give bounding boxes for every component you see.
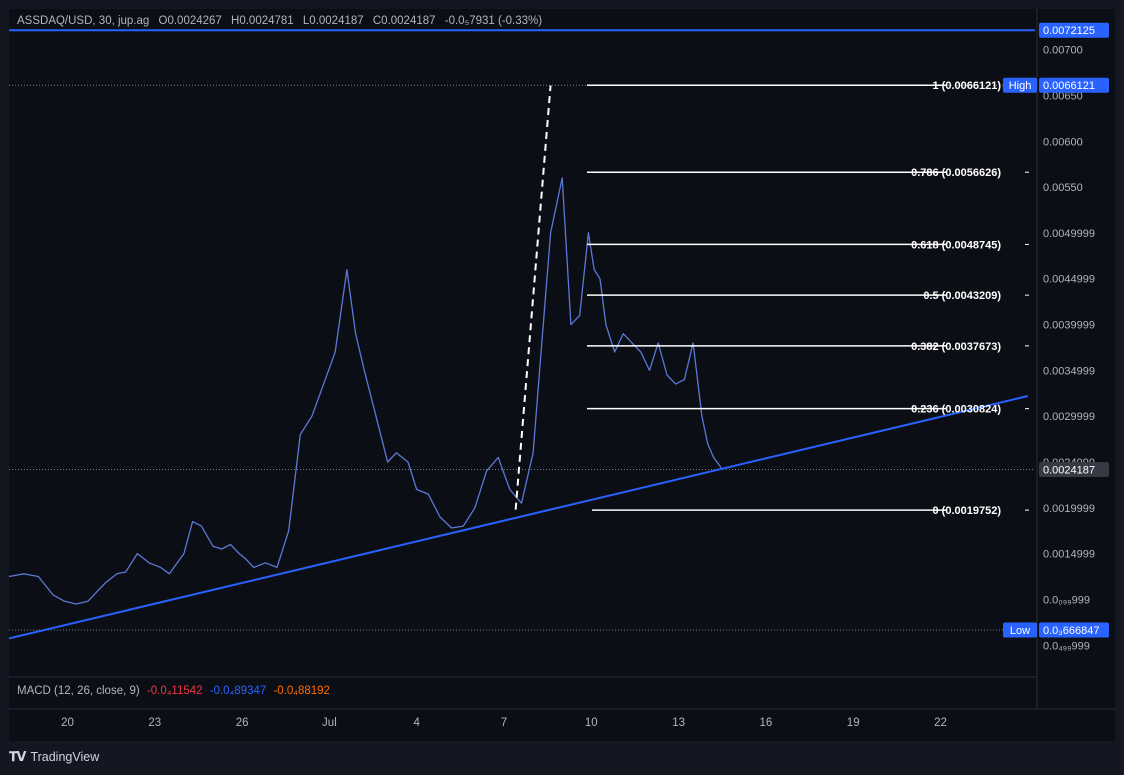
x-tick-label: 13	[672, 717, 685, 729]
change-value: -0.0₅7931 (-0.33%)	[444, 15, 543, 27]
y-tick-label: 0.0044999	[1043, 274, 1095, 286]
x-tick-label: 20	[61, 717, 74, 729]
y-tick-label: 0.00650	[1043, 90, 1083, 102]
x-tick-label: 19	[847, 717, 860, 729]
footer: 𝐓V TradingView	[9, 747, 99, 767]
y-tick-label: 0.00600	[1043, 136, 1083, 148]
price-tag-box	[1039, 622, 1109, 638]
x-tick-label: Jul	[322, 717, 337, 729]
x-tick-label: 26	[236, 717, 249, 729]
open-value: O0.0024267	[158, 15, 222, 27]
y-tick-label: 0.0049999	[1043, 228, 1095, 240]
macd-signal-value: -0.0₄89347	[209, 685, 267, 697]
x-tick-label: 4	[413, 717, 420, 729]
y-tick-label: 0.00700	[1043, 45, 1083, 57]
symbol-legend: ASSDAQ/USD, 30, jup.ag O0.0024267 H0.002…	[17, 15, 548, 27]
low-value: L0.0024187	[302, 15, 364, 27]
x-tick-label: 7	[501, 717, 507, 729]
price-chart[interactable]: 1 (0.0066121) 0.786 (0.0056626) 0.618 (0.0…	[9, 9, 1115, 741]
fib-level-label: 0.618 (0.0048745)	[911, 239, 1001, 251]
price-tag-label: Low	[1010, 625, 1030, 637]
price-tag-box	[1039, 461, 1109, 477]
ascending-trendline	[9, 395, 1029, 640]
fib-level-label: 0.382 (0.0037673)	[911, 341, 1001, 353]
price-series-line	[9, 177, 723, 605]
price-tag-box	[1039, 22, 1109, 38]
price-tag-value: 0.0₃666847	[1043, 625, 1099, 637]
y-tick-label: 0.0019999	[1043, 503, 1095, 515]
y-tick-label: 0.0₄₉₉999	[1043, 640, 1090, 652]
fib-level-label: 0 (0.0019752)	[933, 505, 1002, 517]
fib-level-label: 0.236 (0.0030824)	[911, 404, 1001, 416]
tradingview-logo-icon[interactable]: 𝐓V	[9, 749, 26, 765]
fib-level-label: 0.5 (0.0043209)	[923, 290, 1001, 302]
symbol-label[interactable]: ASSDAQ/USD, 30, jup.ag	[17, 15, 150, 27]
macd-value: -0.0₄11542	[146, 685, 203, 697]
y-tick-label: 0.00550	[1043, 182, 1083, 194]
macd-hist-value: -0.0₄88192	[273, 685, 330, 697]
macd-label[interactable]: MACD (12, 26, close, 9)	[17, 685, 140, 697]
y-tick-label: 0.0014999	[1043, 549, 1095, 561]
price-tag-label-box	[1003, 622, 1037, 638]
macd-legend: MACD (12, 26, close, 9) -0.0₄11542 -0.0₄…	[17, 685, 334, 697]
price-tag-value: 0.0024187	[1043, 464, 1095, 476]
y-tick-label: 0.0029999	[1043, 411, 1095, 423]
x-tick-label: 23	[148, 717, 161, 729]
brand-name[interactable]: TradingView	[30, 750, 100, 764]
x-tick-label: 10	[585, 717, 598, 729]
price-tag-label: High	[1009, 80, 1032, 92]
fib-level-label: 0.786 (0.0056626)	[911, 167, 1001, 179]
y-tick-label: 0.0034999	[1043, 365, 1095, 377]
chart-frame: 1 (0.0066121) 0.786 (0.0056626) 0.618 (0.0…	[9, 9, 1115, 741]
x-tick-label: 16	[760, 717, 773, 729]
fib-level-label: 1 (0.0066121)	[933, 80, 1002, 92]
price-tag-box	[1039, 77, 1109, 93]
x-tick-label: 22	[934, 717, 947, 729]
y-tick-label: 0.0₀₉₉999	[1043, 594, 1090, 606]
price-tag-value: 0.0066121	[1043, 80, 1095, 92]
y-tick-label: 0.0039999	[1043, 320, 1095, 332]
close-value: C0.0024187	[372, 15, 436, 27]
price-tag-label-box	[1003, 77, 1037, 93]
price-tag-value: 0.0072125	[1043, 25, 1095, 37]
high-value: H0.0024781	[231, 15, 294, 27]
fib-impulse-dashed-line	[514, 85, 552, 510]
